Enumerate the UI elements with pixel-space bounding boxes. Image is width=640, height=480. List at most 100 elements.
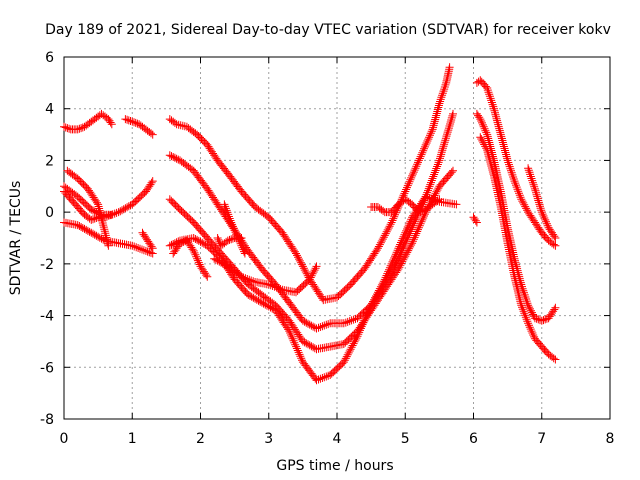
data-point <box>377 280 386 289</box>
data-point <box>104 241 113 250</box>
data-point <box>345 347 354 355</box>
data-point <box>389 214 398 223</box>
data-point <box>364 307 373 315</box>
data-point <box>311 264 320 273</box>
data-point <box>170 118 179 127</box>
data-point <box>542 219 551 228</box>
data-point <box>529 180 538 189</box>
data-point <box>78 123 87 132</box>
data-point <box>478 118 486 127</box>
data-point <box>436 152 445 161</box>
data-point <box>247 292 256 301</box>
data-point <box>234 234 242 242</box>
data-point <box>445 122 454 130</box>
data-point <box>374 288 382 297</box>
y-tick-label: 6 <box>45 50 54 66</box>
data-point <box>534 315 543 324</box>
data-point <box>441 136 450 145</box>
data-point <box>441 134 450 143</box>
data-point <box>527 327 536 336</box>
data-point <box>276 285 285 293</box>
data-point <box>80 224 89 233</box>
data-point <box>447 113 456 122</box>
data-point <box>439 87 448 96</box>
data-point <box>526 172 535 181</box>
data-point <box>383 225 392 234</box>
data-point <box>400 253 409 262</box>
data-point <box>274 284 283 293</box>
x-tick-label: 8 <box>606 431 615 447</box>
data-point <box>485 92 494 101</box>
data-point <box>193 235 202 244</box>
data-point <box>199 239 208 248</box>
data-point <box>480 140 489 149</box>
data-point <box>222 206 231 215</box>
data-point <box>503 156 512 165</box>
data-point <box>223 236 232 245</box>
data-point <box>148 130 157 139</box>
data-point <box>402 250 411 259</box>
data-point <box>374 286 383 295</box>
data-point <box>520 200 529 209</box>
data-point <box>541 315 550 324</box>
data-point <box>245 275 254 284</box>
data-point <box>414 223 423 232</box>
data-point <box>519 307 528 316</box>
data-point <box>172 154 181 163</box>
data-point <box>438 144 447 153</box>
data-point <box>114 208 123 217</box>
data-point <box>296 258 305 267</box>
data-point <box>531 186 540 195</box>
data-point <box>344 348 353 357</box>
data-point <box>433 160 442 169</box>
data-point <box>366 303 375 312</box>
data-point <box>87 205 96 214</box>
data-point <box>233 232 242 241</box>
data-point <box>300 338 309 347</box>
data-point <box>418 215 427 224</box>
x-tick-label: 2 <box>196 431 205 447</box>
data-point <box>286 329 295 337</box>
data-point <box>284 325 293 334</box>
data-point <box>292 342 301 351</box>
data-point <box>438 89 447 98</box>
data-point <box>395 242 404 251</box>
data-point <box>532 314 541 323</box>
data-point <box>390 212 399 221</box>
data-point <box>551 241 560 250</box>
data-point <box>397 259 406 268</box>
data-point <box>92 231 101 240</box>
data-point <box>425 133 434 142</box>
data-point <box>438 146 447 155</box>
data-point <box>527 306 535 315</box>
data-point <box>77 124 86 133</box>
data-point <box>355 328 364 337</box>
data-point <box>532 190 541 199</box>
data-point <box>246 291 254 300</box>
data-point <box>436 97 445 106</box>
x-tick-label: 4 <box>333 431 342 447</box>
data-point <box>228 234 237 243</box>
data-point <box>536 202 544 211</box>
data-point <box>169 153 178 161</box>
data-point <box>225 214 234 223</box>
data-point <box>388 257 397 266</box>
data-point <box>372 292 380 300</box>
data-point <box>430 119 439 128</box>
data-point <box>523 206 532 215</box>
data-point <box>400 230 409 239</box>
data-point <box>395 263 404 272</box>
data-point <box>487 162 496 170</box>
data-point <box>518 303 526 312</box>
data-point <box>513 185 522 194</box>
data-point <box>443 128 452 137</box>
data-point <box>347 343 356 352</box>
data-point <box>523 317 532 326</box>
data-point <box>354 330 363 339</box>
data-point <box>493 118 502 127</box>
data-point <box>322 320 331 329</box>
data-point <box>382 271 391 280</box>
data-point <box>518 197 527 206</box>
data-point <box>408 171 417 180</box>
data-point <box>347 316 356 325</box>
